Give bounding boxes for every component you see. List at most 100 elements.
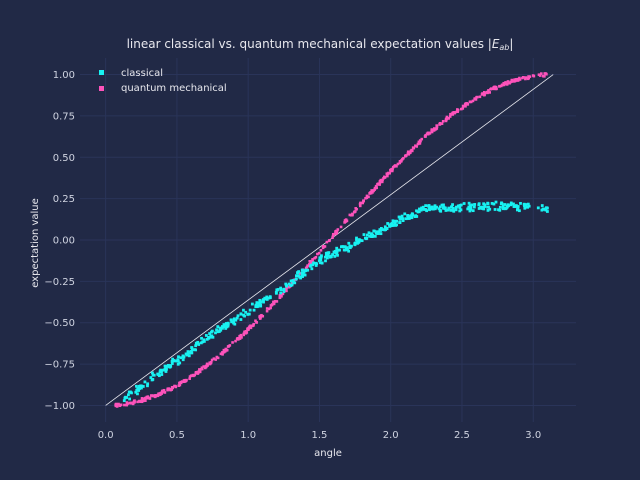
classical-point	[462, 202, 466, 205]
quantum-point	[440, 122, 444, 125]
classical-point	[175, 359, 179, 363]
quantum-point	[441, 119, 445, 123]
classical-point	[371, 234, 374, 238]
classical-point	[208, 332, 212, 335]
quantum-point	[281, 292, 285, 296]
classical-point	[527, 204, 531, 208]
quantum-point	[494, 87, 498, 91]
classical-point	[207, 335, 210, 339]
classical-point	[483, 205, 487, 208]
classical-point	[526, 202, 530, 206]
classical-point	[336, 253, 339, 257]
classical-point	[546, 210, 549, 213]
classical-point	[438, 205, 442, 209]
classical-point	[437, 207, 441, 211]
classical-point	[317, 259, 321, 263]
classical-point	[300, 271, 304, 275]
classical-point	[230, 320, 234, 324]
classical-point	[279, 288, 283, 292]
classical-point	[236, 314, 240, 318]
classical-point	[347, 241, 351, 245]
classical-point	[140, 384, 144, 388]
quantum-point	[445, 115, 449, 119]
quantum-point	[246, 328, 250, 332]
classical-point	[248, 308, 252, 312]
classical-point	[187, 354, 191, 358]
classical-point	[176, 362, 180, 366]
quantum-point	[462, 104, 465, 108]
quantum-point	[311, 258, 314, 261]
quantum-point	[188, 375, 192, 378]
classical-point	[430, 205, 434, 209]
quantum-point	[162, 388, 166, 392]
classical-point	[146, 384, 149, 388]
classical-point	[469, 208, 472, 211]
classical-point	[256, 304, 260, 308]
quantum-point	[249, 326, 253, 330]
classical-point	[546, 206, 549, 210]
quantum-point	[482, 93, 486, 97]
quantum-point	[434, 127, 438, 131]
quantum-point	[518, 78, 522, 81]
quantum-point	[403, 155, 407, 158]
quantum-point	[371, 191, 374, 194]
quantum-point	[193, 373, 197, 377]
classical-point	[259, 304, 263, 308]
quantum-point	[438, 123, 441, 126]
classical-point	[268, 295, 272, 299]
quantum-point	[144, 397, 147, 400]
quantum-point	[258, 315, 262, 318]
classical-point	[130, 391, 133, 395]
classical-point	[177, 355, 180, 359]
legend-marker-quantum	[99, 86, 104, 91]
quantum-point	[348, 213, 352, 217]
quantum-point	[339, 225, 343, 229]
quantum-point	[200, 366, 204, 370]
quantum-point	[138, 399, 141, 403]
classical-point	[287, 282, 291, 286]
quantum-point	[401, 157, 404, 161]
quantum-point	[538, 74, 542, 77]
quantum-point	[226, 345, 230, 348]
quantum-point	[361, 201, 365, 205]
quantum-point	[435, 124, 438, 127]
quantum-point	[304, 266, 308, 270]
classical-point	[246, 312, 250, 316]
classical-point	[431, 207, 435, 211]
quantum-point	[214, 358, 217, 361]
quantum-point	[539, 72, 543, 75]
classical-point	[309, 263, 313, 267]
classical-point	[365, 233, 369, 237]
quantum-point	[275, 300, 279, 303]
quantum-point	[141, 399, 145, 403]
quantum-point	[411, 146, 415, 149]
classical-point	[199, 341, 203, 345]
quantum-point	[171, 386, 175, 390]
classical-point	[226, 324, 230, 328]
classical-point	[353, 243, 357, 247]
quantum-point	[287, 285, 291, 289]
classical-point	[388, 224, 392, 228]
classical-point	[370, 232, 373, 236]
x-axis-label: angle	[314, 448, 342, 459]
quantum-point	[460, 107, 463, 111]
quantum-point	[139, 399, 143, 403]
chart-title: linear classical vs. quantum mechanical …	[127, 37, 514, 52]
classical-point	[158, 370, 162, 374]
classical-point	[424, 204, 428, 208]
classical-point	[355, 238, 358, 242]
quantum-point	[118, 403, 122, 407]
quantum-point	[382, 176, 385, 180]
classical-point	[467, 201, 471, 205]
classical-point	[285, 284, 289, 288]
classical-point	[319, 258, 323, 262]
classical-point	[124, 395, 127, 399]
quantum-point	[399, 160, 403, 163]
classical-point	[450, 205, 453, 209]
quantum-point	[409, 151, 412, 154]
quantum-point	[198, 370, 202, 374]
classical-point	[279, 291, 283, 295]
quantum-point	[216, 356, 220, 360]
classical-point	[400, 214, 404, 218]
classical-point	[232, 317, 236, 321]
